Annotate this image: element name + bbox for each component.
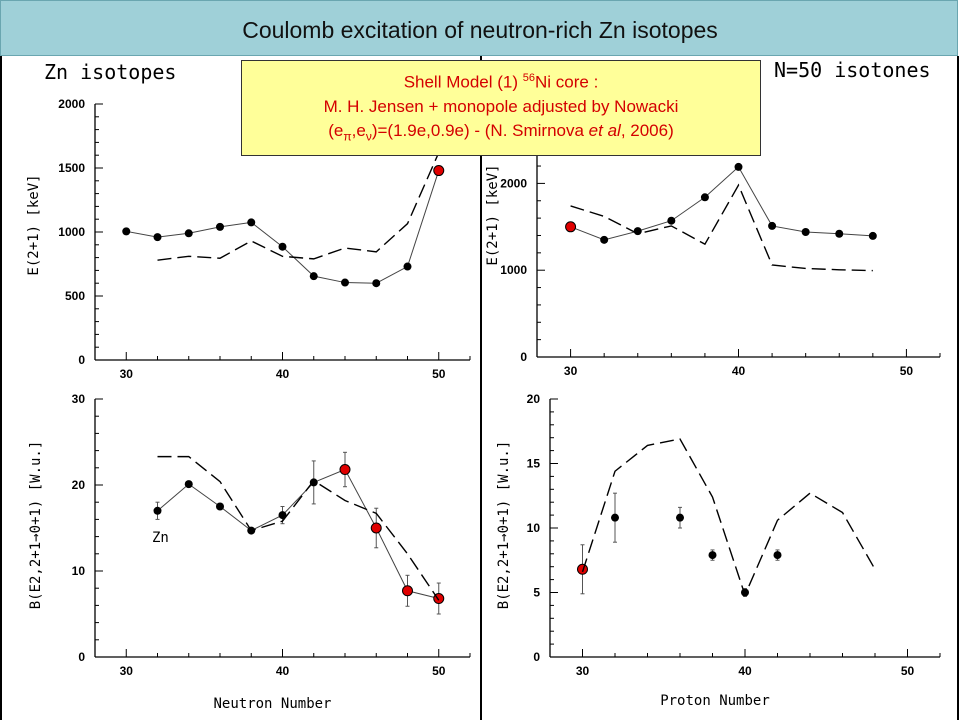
shell-model-line [581, 438, 876, 598]
data-point [734, 162, 743, 171]
info-line-3-a: (e [328, 120, 344, 140]
y-tick-label: 0 [78, 353, 85, 367]
x-tick-label: 30 [576, 664, 590, 678]
y-tick-label: 5 [533, 586, 540, 600]
y-tick-label: 10 [72, 564, 86, 578]
annotation-label: Zn [152, 530, 169, 546]
y-axis-label: B(E2,2+1→0+1) [W.u.] [496, 441, 512, 610]
y-tick-label: 20 [527, 392, 541, 406]
data-point [611, 513, 619, 522]
data-point [768, 221, 777, 230]
data-point [309, 272, 318, 281]
x-tick-label: 50 [432, 664, 446, 678]
y-tick-label: 0 [520, 350, 527, 364]
data-point [403, 262, 412, 271]
x-tick-label: 30 [120, 367, 134, 381]
data-point [773, 551, 782, 560]
data-point [801, 228, 810, 237]
x-tick-label: 50 [432, 367, 446, 381]
info-line-3-etal: et al [588, 120, 621, 140]
shell-model-line [157, 152, 440, 261]
info-line-1-rest: Ni core : [535, 72, 599, 92]
highlight-data-point [433, 165, 445, 177]
shell-model-line [157, 455, 440, 601]
y-tick-label: 15 [527, 457, 541, 471]
data-point [153, 506, 162, 515]
highlight-data-point [339, 464, 351, 476]
y-axis-label: E(2+1) [keV] [26, 174, 42, 275]
x-tick-label: 40 [738, 664, 752, 678]
y-tick-label: 10 [527, 521, 541, 535]
data-point [216, 502, 224, 511]
y-tick-label: 2000 [500, 176, 527, 190]
y-tick-label: 1500 [58, 161, 85, 175]
info-line-3-e: )=(1.9e,0.9e) - (N. Smirnova [371, 120, 589, 140]
data-point [676, 513, 684, 522]
x-tick-label: 30 [564, 364, 578, 378]
y-tick-label: 2000 [58, 97, 85, 111]
info-line-3-pi: π [343, 129, 352, 144]
data-point [667, 216, 676, 225]
data-point [600, 235, 609, 244]
info-line-1-text: Shell Model (1) [403, 72, 523, 92]
x-tick-label: 50 [900, 364, 914, 378]
data-point [868, 231, 877, 240]
highlight-data-point [565, 221, 577, 233]
data-point [216, 222, 224, 231]
experiment-line [157, 468, 439, 600]
info-line-3-nu: ν [365, 129, 372, 144]
y-tick-label: 1000 [500, 263, 527, 277]
x-axis-label: Neutron Number [213, 696, 331, 712]
data-point [184, 229, 193, 238]
data-point [122, 227, 131, 236]
highlight-data-point [402, 585, 413, 597]
data-point [278, 242, 287, 251]
data-point [708, 551, 717, 560]
x-tick-label: 30 [120, 664, 134, 678]
x-axis-label: Proton Number [660, 693, 770, 709]
y-tick-label: 0 [78, 650, 85, 664]
data-point [247, 218, 256, 227]
info-line-3-f: , 2006) [620, 120, 674, 140]
info-line-1-sup: 56 [522, 72, 535, 84]
data-point [372, 279, 381, 288]
info-line-2: M. H. Jensen + monopole adjusted by Nowa… [323, 96, 679, 116]
x-tick-label: 40 [276, 664, 290, 678]
y-axis-label: B(E2,2+1→0+1) [W.u.] [28, 441, 44, 610]
n50-be2-plot: 30 40 50 0 5 10 15 20 B(E2,2+1→0+1) [W.u.] Proton… [496, 392, 941, 709]
right-heading: N=50 isotones [774, 58, 931, 82]
highlight-data-point [577, 563, 588, 575]
x-tick-label: 40 [732, 364, 746, 378]
experiment-line [126, 170, 440, 284]
title-bar: Coulomb excitation of neutron-rich Zn is… [0, 0, 958, 56]
data-point [341, 278, 349, 287]
x-tick-label: 40 [276, 367, 290, 381]
y-tick-label: 500 [65, 289, 85, 303]
data-point [153, 233, 162, 242]
data-point [278, 511, 287, 520]
info-line-3: (eπ,eν)=(1.9e,0.9e) - (N. Smirnova et al… [242, 119, 760, 148]
y-tick-label: 20 [72, 478, 86, 492]
y-tick-label: 30 [72, 392, 86, 406]
y-tick-label: 1000 [58, 225, 85, 239]
x-tick-label: 50 [901, 664, 915, 678]
data-point [835, 229, 844, 238]
y-tick-label: 0 [533, 650, 540, 664]
shell-model-line [570, 183, 873, 272]
info-line-3-c: ,e [351, 120, 366, 140]
y-axis-label: E(2+1) [keV] [485, 164, 501, 265]
experiment-line [570, 166, 873, 241]
info-line-1: Shell Model (1) 56Ni core : [242, 66, 760, 95]
zn-be2-plot: 30 40 50 0 10 20 30 B(E2,2+1→0+1) [W.u.] Neutron… [28, 392, 471, 712]
data-point [700, 193, 709, 202]
data-point [184, 480, 193, 489]
slide-title: Coulomb excitation of neutron-rich Zn is… [242, 17, 718, 43]
left-heading: Zn isotopes [44, 60, 177, 84]
shell-model-info-box: Shell Model (1) 56Ni core : M. H. Jensen… [241, 60, 761, 156]
highlight-data-point [370, 522, 382, 534]
